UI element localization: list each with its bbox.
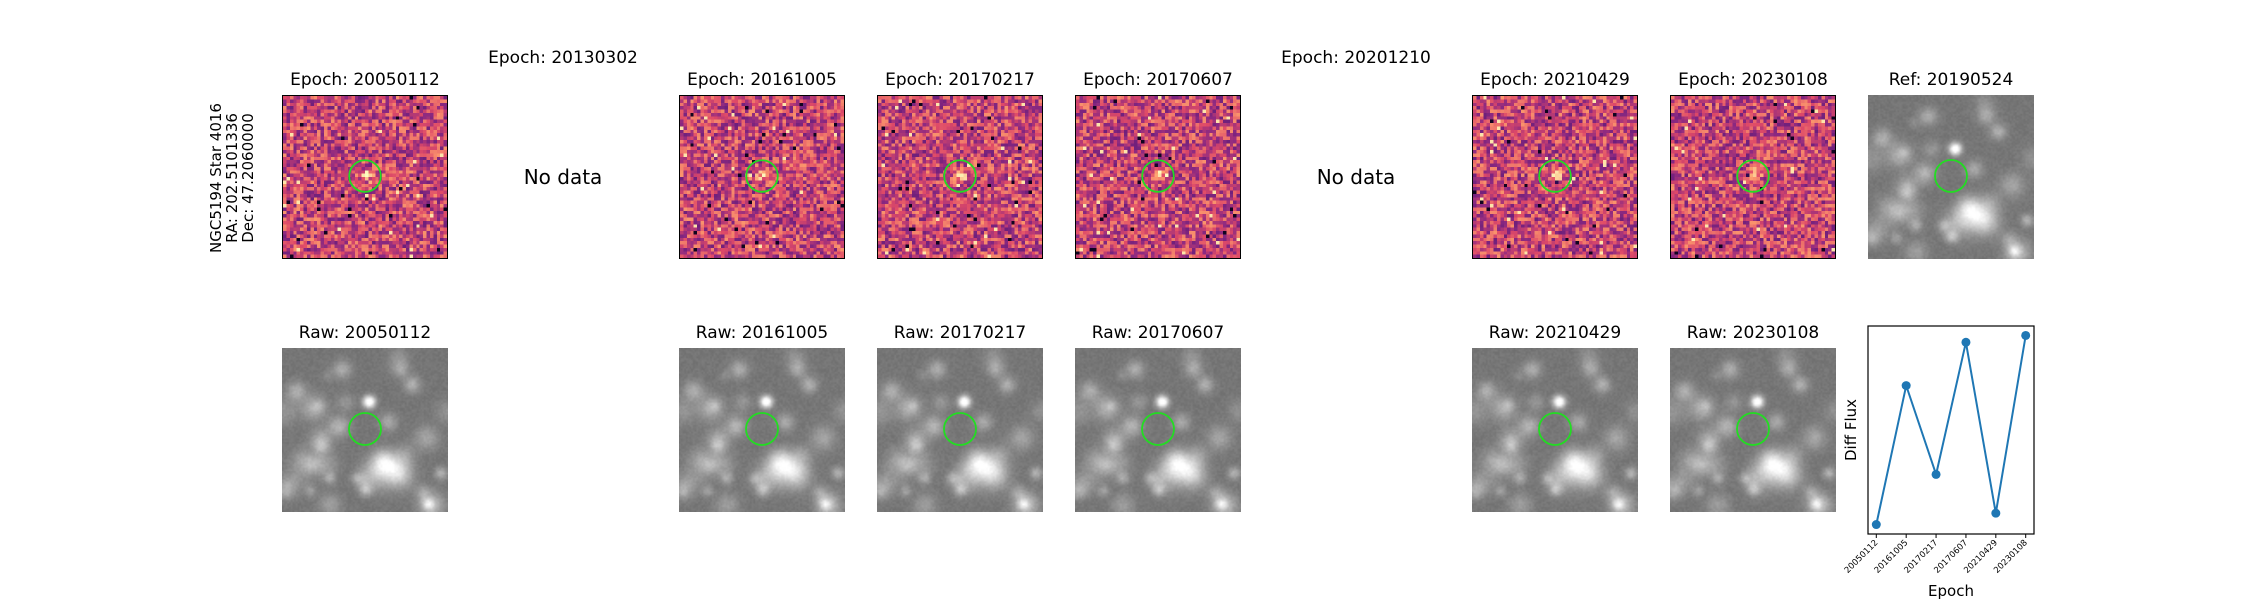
target-circle <box>1141 159 1175 193</box>
raw-title: Raw: 20161005 <box>695 323 829 343</box>
raw-title: Raw: 20170217 <box>893 323 1027 343</box>
flux-point <box>2021 330 2031 340</box>
image-pixels <box>1472 348 1638 512</box>
reference-image <box>1868 95 2034 259</box>
target-circle <box>1538 159 1572 193</box>
target-circle <box>1934 159 1968 193</box>
target-circle <box>348 412 382 446</box>
image-pixels <box>1076 96 1240 258</box>
epoch-title: Epoch: 20170217 <box>885 70 1035 90</box>
target-circle <box>1736 412 1770 446</box>
target-circle <box>745 159 779 193</box>
image-pixels <box>283 96 447 258</box>
raw-title: Raw: 20210429 <box>1488 323 1622 343</box>
raw-image <box>282 348 448 512</box>
raw-image <box>1472 348 1638 512</box>
difference-image <box>1670 95 1836 259</box>
epoch-title: Epoch: 20130302 <box>488 48 638 68</box>
epoch-title: Ref: 20190524 <box>1888 70 2014 90</box>
image-pixels <box>1473 96 1637 258</box>
star-ra: RA: 202.5101336 <box>223 113 241 243</box>
image-pixels <box>1670 348 1836 512</box>
image-pixels <box>878 96 1042 258</box>
image-pixels <box>1075 348 1241 512</box>
target-circle <box>943 159 977 193</box>
no-data-message: No data <box>523 165 603 189</box>
flux-point <box>1991 508 2001 518</box>
target-circle <box>1538 412 1572 446</box>
target-circle <box>745 412 779 446</box>
star-name: NGC5194 Star 4016 <box>207 103 225 253</box>
star-label: NGC5194 Star 4016 RA: 202.5101336 Dec: 4… <box>207 103 257 253</box>
epoch-title: Epoch: 20210429 <box>1480 70 1630 90</box>
flux-point <box>1961 337 1971 347</box>
epoch-title: Epoch: 20050112 <box>290 70 440 90</box>
flux-point <box>1901 381 1911 391</box>
target-circle <box>348 159 382 193</box>
image-pixels <box>282 348 448 512</box>
flux-series-line <box>1875 335 2027 525</box>
raw-title: Raw: 20230108 <box>1686 323 1820 343</box>
difference-image <box>1472 95 1638 259</box>
epoch-title: Epoch: 20201210 <box>1281 48 1431 68</box>
image-pixels <box>1868 95 2034 259</box>
star-dec: Dec: 47.2060000 <box>239 113 257 243</box>
difference-image <box>282 95 448 259</box>
raw-image <box>1075 348 1241 512</box>
no-data-message: No data <box>1316 165 1396 189</box>
x-axis-label: Epoch <box>1928 582 1974 600</box>
image-pixels <box>679 348 845 512</box>
raw-image <box>1670 348 1836 512</box>
epoch-title: Epoch: 20170607 <box>1083 70 1233 90</box>
image-pixels <box>877 348 1043 512</box>
epoch-title: Epoch: 20161005 <box>687 70 837 90</box>
difference-image <box>1075 95 1241 259</box>
target-circle <box>943 412 977 446</box>
raw-title: Raw: 20170607 <box>1091 323 1225 343</box>
epoch-title: Epoch: 20230108 <box>1678 70 1828 90</box>
target-circle <box>1141 412 1175 446</box>
raw-image <box>679 348 845 512</box>
difference-image <box>877 95 1043 259</box>
image-pixels <box>680 96 844 258</box>
target-circle <box>1736 159 1770 193</box>
flux-point <box>1931 469 1941 479</box>
difference-image <box>679 95 845 259</box>
y-axis-label: Diff Flux <box>1842 399 1860 461</box>
raw-title: Raw: 20050112 <box>298 323 432 343</box>
raw-image <box>877 348 1043 512</box>
flux-point <box>1871 520 1881 530</box>
diff-flux-chart: 2005011220161005201702172017060720210429… <box>1842 325 2035 600</box>
image-pixels <box>1671 96 1835 258</box>
